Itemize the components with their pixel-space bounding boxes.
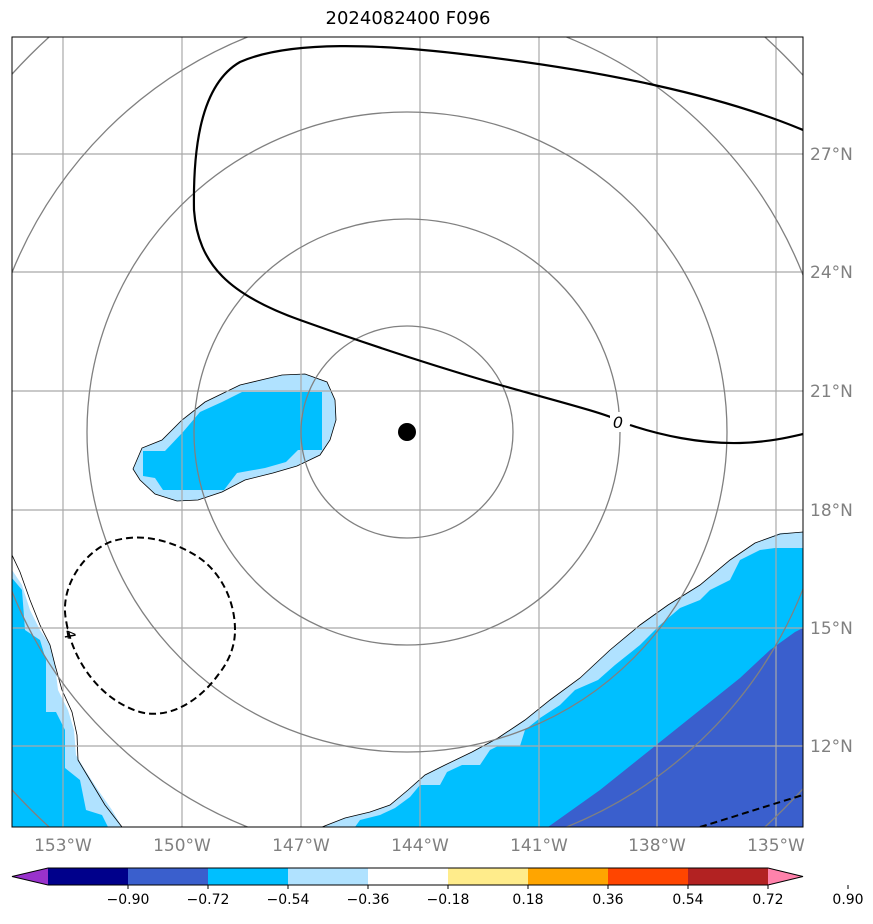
colorbar-segment (128, 868, 209, 885)
longitude-labels: 153°W 150°W 147°W 144°W 141°W 138°W 135°… (34, 836, 805, 856)
colorbar-tick-label: 0.90 (832, 892, 863, 908)
latitude-labels: 27°N 24°N 21°N 18°N 15°N 12°N (810, 145, 853, 757)
colorbar-tick-label: −0.90 (107, 892, 150, 908)
map-title: 2024082400 F096 (325, 8, 491, 29)
lat-label: 18°N (810, 501, 853, 521)
lat-label: 15°N (810, 619, 853, 639)
lon-label: 153°W (34, 836, 92, 856)
storm-center-marker (398, 423, 416, 441)
lon-label: 147°W (272, 836, 330, 856)
lon-label: 144°W (391, 836, 449, 856)
outline-contours (12, 373, 803, 827)
colorbar-outline (11, 867, 804, 886)
neg-four-contour-line (63, 536, 237, 715)
shaded-field-dark (548, 628, 803, 827)
colorbar-segment (208, 868, 289, 885)
contour-label-neg-four: -4 (59, 623, 79, 641)
colorbar-tick-label: −0.18 (427, 892, 470, 908)
colorbar-tick-label: 0.18 (512, 892, 543, 908)
lon-label: 138°W (628, 836, 686, 856)
colorbar-segment (368, 868, 449, 885)
colorbar-tick-label: −0.72 (187, 892, 230, 908)
colorbar-tick-label: 0.54 (672, 892, 703, 908)
colorbar-segment (608, 868, 689, 885)
plot-frame (11, 36, 804, 828)
colorbar: −0.90 −0.72 −0.54 −0.36 −0.18 0.18 0.36 0.54 0.7… (11, 867, 864, 908)
colorbar-segment (288, 868, 369, 885)
lat-label: 24°N (810, 263, 853, 283)
colorbar-extend-high (768, 868, 803, 885)
lat-label: 27°N (810, 145, 853, 165)
colorbar-segment (528, 868, 609, 885)
colorbar-segment (448, 868, 529, 885)
dashed-contour-lower-right (699, 794, 803, 827)
lon-label: 150°W (153, 836, 211, 856)
colorbar-segment (48, 868, 129, 885)
lon-label: 141°W (510, 836, 568, 856)
lon-label: 135°W (747, 836, 805, 856)
colorbar-segment (688, 868, 769, 885)
colorbar-extend-low (12, 868, 48, 885)
zero-contour-line (192, 45, 803, 445)
colorbar-tick-label: −0.36 (347, 892, 390, 908)
colorbar-tick-label: −0.54 (267, 892, 310, 908)
colorbar-tick-label: 0.72 (752, 892, 783, 908)
lat-label: 12°N (810, 737, 853, 757)
contour-label-zero: 0 (613, 413, 623, 432)
lat-label: 21°N (810, 382, 853, 402)
colorbar-tick-label: 0.36 (592, 892, 623, 908)
